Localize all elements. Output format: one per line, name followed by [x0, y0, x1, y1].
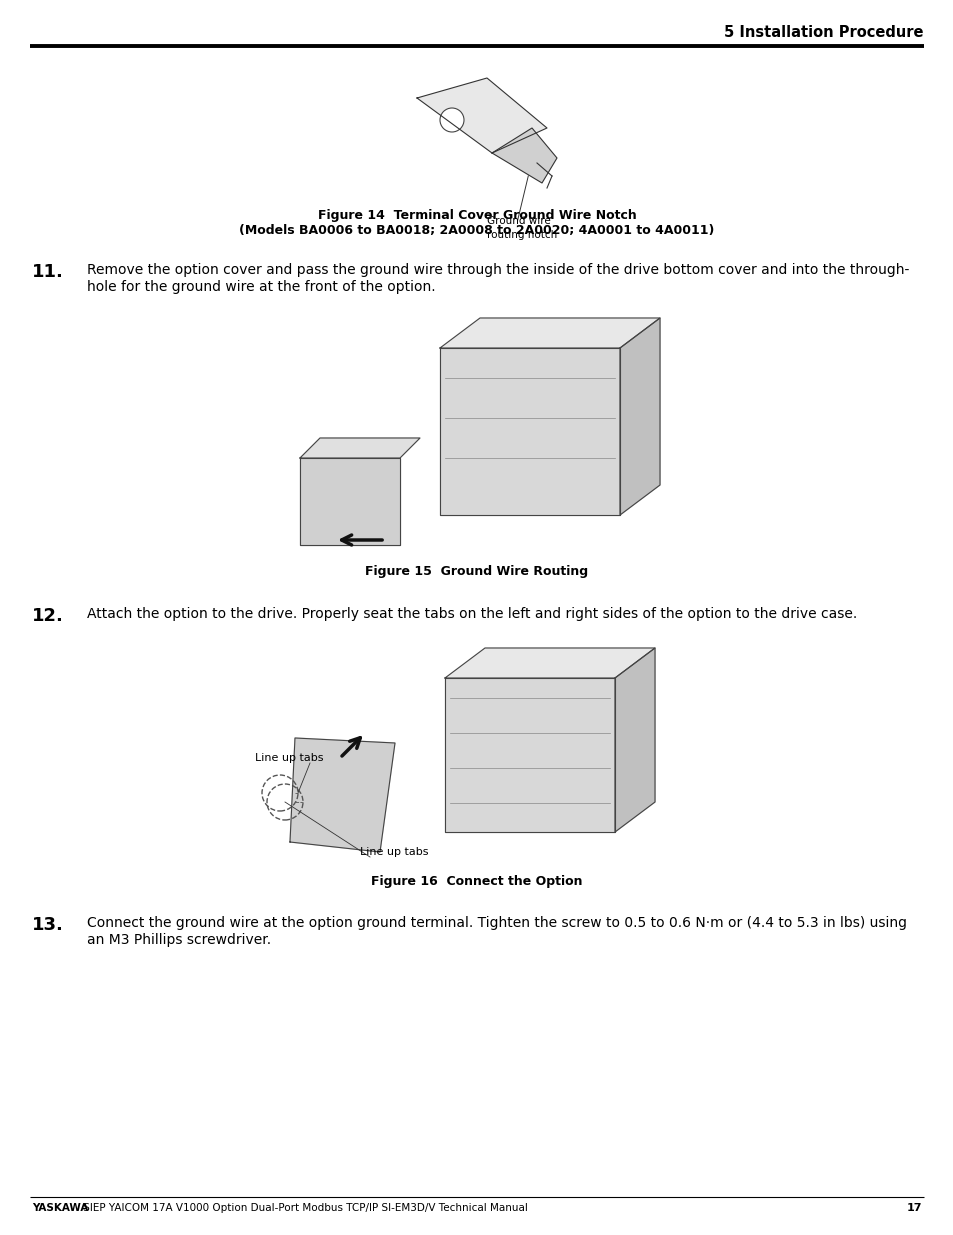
Circle shape [439, 107, 463, 132]
Text: Connect the ground wire at the option ground terminal. Tighten the screw to 0.5 : Connect the ground wire at the option gr… [87, 916, 906, 930]
Text: 13.: 13. [32, 916, 64, 934]
Polygon shape [299, 458, 399, 545]
Text: Figure 16  Connect the Option: Figure 16 Connect the Option [371, 876, 582, 888]
Polygon shape [439, 348, 619, 515]
Text: Attach the option to the drive. Properly seat the tabs on the left and right sid: Attach the option to the drive. Properly… [87, 606, 857, 621]
Text: Figure 14  Terminal Cover Ground Wire Notch: Figure 14 Terminal Cover Ground Wire Not… [317, 209, 636, 222]
Text: 17: 17 [905, 1203, 921, 1213]
Polygon shape [444, 648, 655, 678]
Text: Ground wire: Ground wire [486, 216, 550, 226]
Text: 5 Installation Procedure: 5 Installation Procedure [723, 25, 923, 40]
Text: SIEP YAICOM 17A V1000 Option Dual-Port Modbus TCP/IP SI-EM3D/V Technical Manual: SIEP YAICOM 17A V1000 Option Dual-Port M… [80, 1203, 527, 1213]
Text: 12.: 12. [32, 606, 64, 625]
Polygon shape [439, 317, 659, 348]
Polygon shape [619, 317, 659, 515]
Text: (Models BA0006 to BA0018; 2A0008 to 2A0020; 4A0001 to 4A0011): (Models BA0006 to BA0018; 2A0008 to 2A00… [239, 224, 714, 237]
Text: routing notch: routing notch [486, 230, 557, 240]
Text: Remove the option cover and pass the ground wire through the inside of the drive: Remove the option cover and pass the gro… [87, 263, 908, 277]
Polygon shape [615, 648, 655, 832]
Text: YASKAWA: YASKAWA [32, 1203, 89, 1213]
Polygon shape [416, 78, 546, 153]
Text: 11.: 11. [32, 263, 64, 282]
Text: an M3 Phillips screwdriver.: an M3 Phillips screwdriver. [87, 932, 271, 947]
Text: Line up tabs: Line up tabs [359, 847, 428, 857]
Text: hole for the ground wire at the front of the option.: hole for the ground wire at the front of… [87, 280, 436, 294]
Polygon shape [444, 678, 615, 832]
Text: Figure 15  Ground Wire Routing: Figure 15 Ground Wire Routing [365, 564, 588, 578]
Polygon shape [492, 128, 557, 183]
Text: Line up tabs: Line up tabs [254, 753, 323, 763]
Polygon shape [290, 739, 395, 852]
Polygon shape [299, 438, 419, 458]
